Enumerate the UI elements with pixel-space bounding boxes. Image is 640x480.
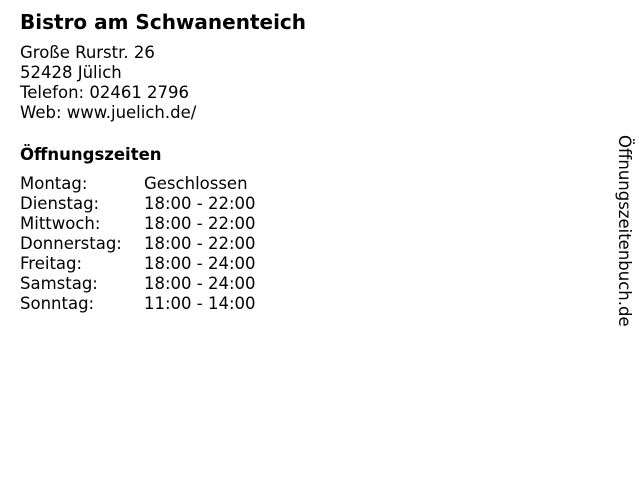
day: Freitag: bbox=[20, 254, 83, 273]
page-title: Bistro am Schwanenteich bbox=[20, 10, 307, 34]
hours-row: Dienstag: 18:00 - 22:00 bbox=[20, 194, 256, 214]
day: Montag: bbox=[20, 174, 88, 193]
time: Geschlossen bbox=[144, 174, 248, 193]
hours-table: Montag: Geschlossen Dienstag: 18:00 - 22:0… bbox=[20, 174, 256, 314]
address-block: Große Rurstr. 26 52428 Jülich Telefon: 0… bbox=[20, 43, 196, 123]
time: 18:00 - 24:00 bbox=[144, 254, 256, 273]
hours-row: Sonntag: 11:00 - 14:00 bbox=[20, 294, 256, 314]
side-brand: Öffnungszeitenbuch.de bbox=[615, 135, 634, 327]
day: Mittwoch: bbox=[20, 214, 101, 233]
time: 11:00 - 14:00 bbox=[144, 294, 256, 313]
city: 52428 Jülich bbox=[20, 63, 122, 82]
street: Große Rurstr. 26 bbox=[20, 43, 155, 62]
phone: Telefon: 02461 2796 bbox=[20, 83, 190, 102]
time: 18:00 - 22:00 bbox=[144, 234, 256, 253]
day: Sonntag: bbox=[20, 294, 95, 313]
day: Dienstag: bbox=[20, 194, 100, 213]
time: 18:00 - 24:00 bbox=[144, 274, 256, 293]
hours-row: Donnerstag: 18:00 - 22:00 bbox=[20, 234, 256, 254]
time: 18:00 - 22:00 bbox=[144, 214, 256, 233]
day: Samstag: bbox=[20, 274, 98, 293]
hours-row: Montag: Geschlossen bbox=[20, 174, 256, 194]
hours-heading: Öffnungszeiten bbox=[20, 145, 162, 164]
hours-row: Samstag: 18:00 - 24:00 bbox=[20, 274, 256, 294]
hours-row: Freitag: 18:00 - 24:00 bbox=[20, 254, 256, 274]
day: Donnerstag: bbox=[20, 234, 122, 253]
time: 18:00 - 22:00 bbox=[144, 194, 256, 213]
hours-row: Mittwoch: 18:00 - 22:00 bbox=[20, 214, 256, 234]
website: Web: www.juelich.de/ bbox=[20, 103, 197, 122]
